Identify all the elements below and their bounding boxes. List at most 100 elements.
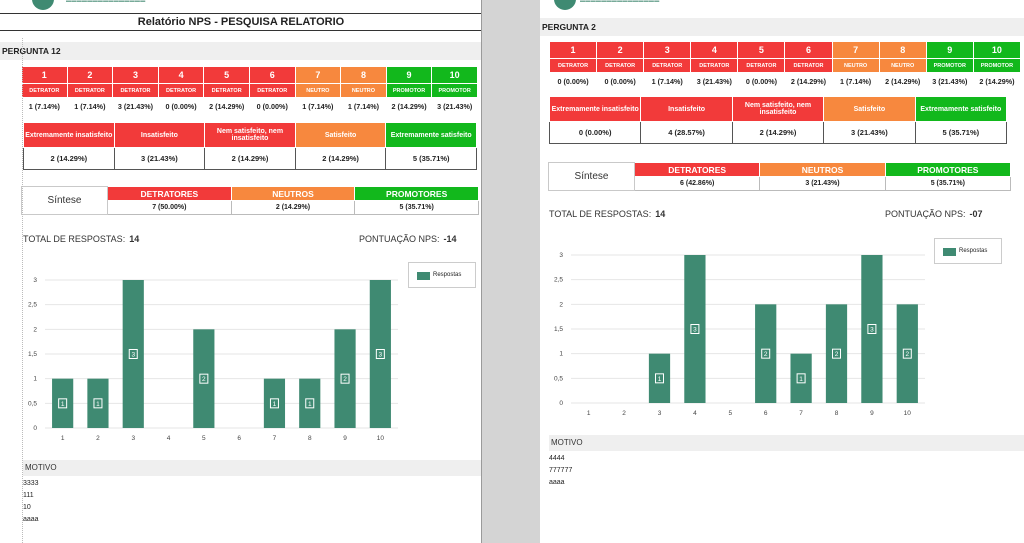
score-category: NEUTRO [831,58,880,73]
x-tick-label: 5 [728,410,732,417]
satisfaction-value: 2 (14.29%) [731,121,825,144]
neutros-value: 2 (14.29%) [230,200,356,215]
legend-label: Respostas [959,248,988,254]
y-tick-label: 1 [33,376,37,383]
data-label-box [269,398,279,409]
score-2: 2 [596,41,645,59]
score-category: DETRATOR [596,58,645,73]
motivo-header: MOTIVO [23,460,481,476]
y-tick-label: 1,5 [28,351,37,358]
satisfaction-value: 5 (35.71%) [385,147,477,170]
score-count: 2 (14.29%) [979,77,1015,87]
data-label-box [867,324,877,334]
synthesis-caption: Síntese [21,186,108,215]
score-category: PROMOTOR [925,58,974,73]
score-1: 1 [548,41,598,59]
satisfaction-label: Extremamente satisfeito [914,96,1008,122]
logo-icon [32,0,54,10]
synthesis-caption: Síntese [548,162,635,191]
question-title: PERGUNTA 12 [0,42,481,60]
total-responses: TOTAL DE RESPOSTAS: 14 [549,209,665,219]
satisfaction-label: Extremamente satisfeito [385,122,477,148]
score-count: 2 (14.29%) [391,102,427,112]
x-tick-label: 3 [658,410,662,417]
satisfaction-label: Satisfeito [823,96,916,122]
score-count: 1 (7.14%) [302,102,334,112]
report-page-left: ▬▬▬▬▬▬▬▬▬▬▬▬▬▬▬ Relatório NPS - PESQUISA… [0,0,482,543]
score-2: 2 [66,66,114,84]
score-8: 8 [340,66,387,84]
report-page-right: ▬▬▬▬▬▬▬▬▬▬▬▬▬▬▬ PERGUNTA 2 1 2 3 4 5 6 7 8 9 10 D… [540,0,1024,543]
total-value: 14 [655,209,666,219]
motivo-header: MOTIVO [549,435,1024,451]
satisfaction-value: 5 (35.71%) [914,121,1008,144]
data-label-box [375,349,385,359]
score-4: 4 [690,41,739,59]
nps-value: -07 [969,209,983,219]
y-tick-label: 0,5 [28,400,37,407]
legend-swatch [417,272,430,280]
score-count: 1 (7.14%) [74,102,106,112]
y-tick-label: 3 [33,277,37,284]
satisfaction-table: Extremamente insatisfeito Insatisfeito Nem… [548,96,1008,144]
data-label-box [761,348,771,359]
data-label: 1 [658,376,662,383]
logo-text: ▬▬▬▬▬▬▬▬▬▬▬▬▬▬▬ [580,0,660,4]
score-count: 2 (14.29%) [790,77,827,87]
score-3: 3 [112,66,159,84]
score-count: 3 (21.43%) [117,102,154,112]
satisfaction-label: Extremamente insatisfeito [23,122,115,148]
responses-bar-chart: 0 0,5 1 1,5 2 2,5 3 1 2 1 3 3 4 5 2 6 1 7 2 8 3 9 2 10 [554,252,925,417]
score-count: 0 (0.00%) [745,77,777,87]
nps-scale-table: 1 2 3 4 5 6 7 8 9 10 DETRATOR DETRATOR DETRATOR DETR… [21,66,478,116]
score-5: 5 [203,66,250,84]
data-label: 3 [693,327,697,334]
satisfaction-value: 2 (14.29%) [23,147,115,170]
x-tick-label: 6 [237,435,241,442]
data-label: 2 [764,351,768,358]
score-count: 1 (7.14%) [28,102,60,112]
motivo-item: aaaa [23,516,39,523]
score-10: 10 [431,66,478,84]
score-count: 3 (21.43%) [437,102,473,112]
score-5: 5 [737,41,786,59]
nps-label: PONTUAÇÃO NPS: [359,234,440,244]
x-tick-label: 7 [799,410,803,417]
total-label: TOTAL DE RESPOSTAS: [549,209,652,219]
score-count: 3 (21.43%) [932,77,968,87]
x-tick-label: 8 [835,410,839,417]
nps-value: -14 [443,234,457,244]
data-label-box [58,398,68,409]
promotores-header: PROMOTORES [884,162,1012,177]
score-category: DETRATOR [784,58,833,73]
y-tick-label: 2 [33,326,37,333]
y-tick-label: 0 [33,425,37,432]
score-9: 9 [925,41,974,59]
score-category: NEUTRO [294,83,342,98]
total-label: TOTAL DE RESPOSTAS: [23,234,126,244]
motivo-item: 3333 [23,480,39,487]
score-category: DETRATOR [548,58,598,73]
score-6: 6 [248,66,296,84]
score-category: NEUTRO [340,83,387,98]
satisfaction-label: Insatisfeito [640,96,733,122]
nps-score: PONTUAÇÃO NPS: -14 [359,234,457,244]
y-tick-label: 0,5 [554,375,563,382]
score-category: DETRATOR [690,58,739,73]
synthesis-table: Síntese DETRATORES NEUTROS PROMOTORES 6 … [548,162,1012,191]
x-tick-label: 1 [61,435,65,442]
satisfaction-value: 4 (28.57%) [640,121,733,144]
data-label-box [340,373,350,384]
y-tick-label: 2,5 [28,302,37,309]
score-8: 8 [878,41,927,59]
score-count: 0 (0.00%) [165,102,197,112]
score-count: 0 (0.00%) [557,77,589,87]
score-6: 6 [784,41,833,59]
satisfaction-value: 2 (14.29%) [294,147,387,170]
satisfaction-value: 0 (0.00%) [548,121,642,144]
nps-label: PONTUAÇÃO NPS: [885,209,966,219]
satisfaction-label: Satisfeito [294,122,387,148]
data-label-box [128,349,138,359]
data-label-box [93,398,103,409]
score-category: DETRATOR [112,83,159,98]
